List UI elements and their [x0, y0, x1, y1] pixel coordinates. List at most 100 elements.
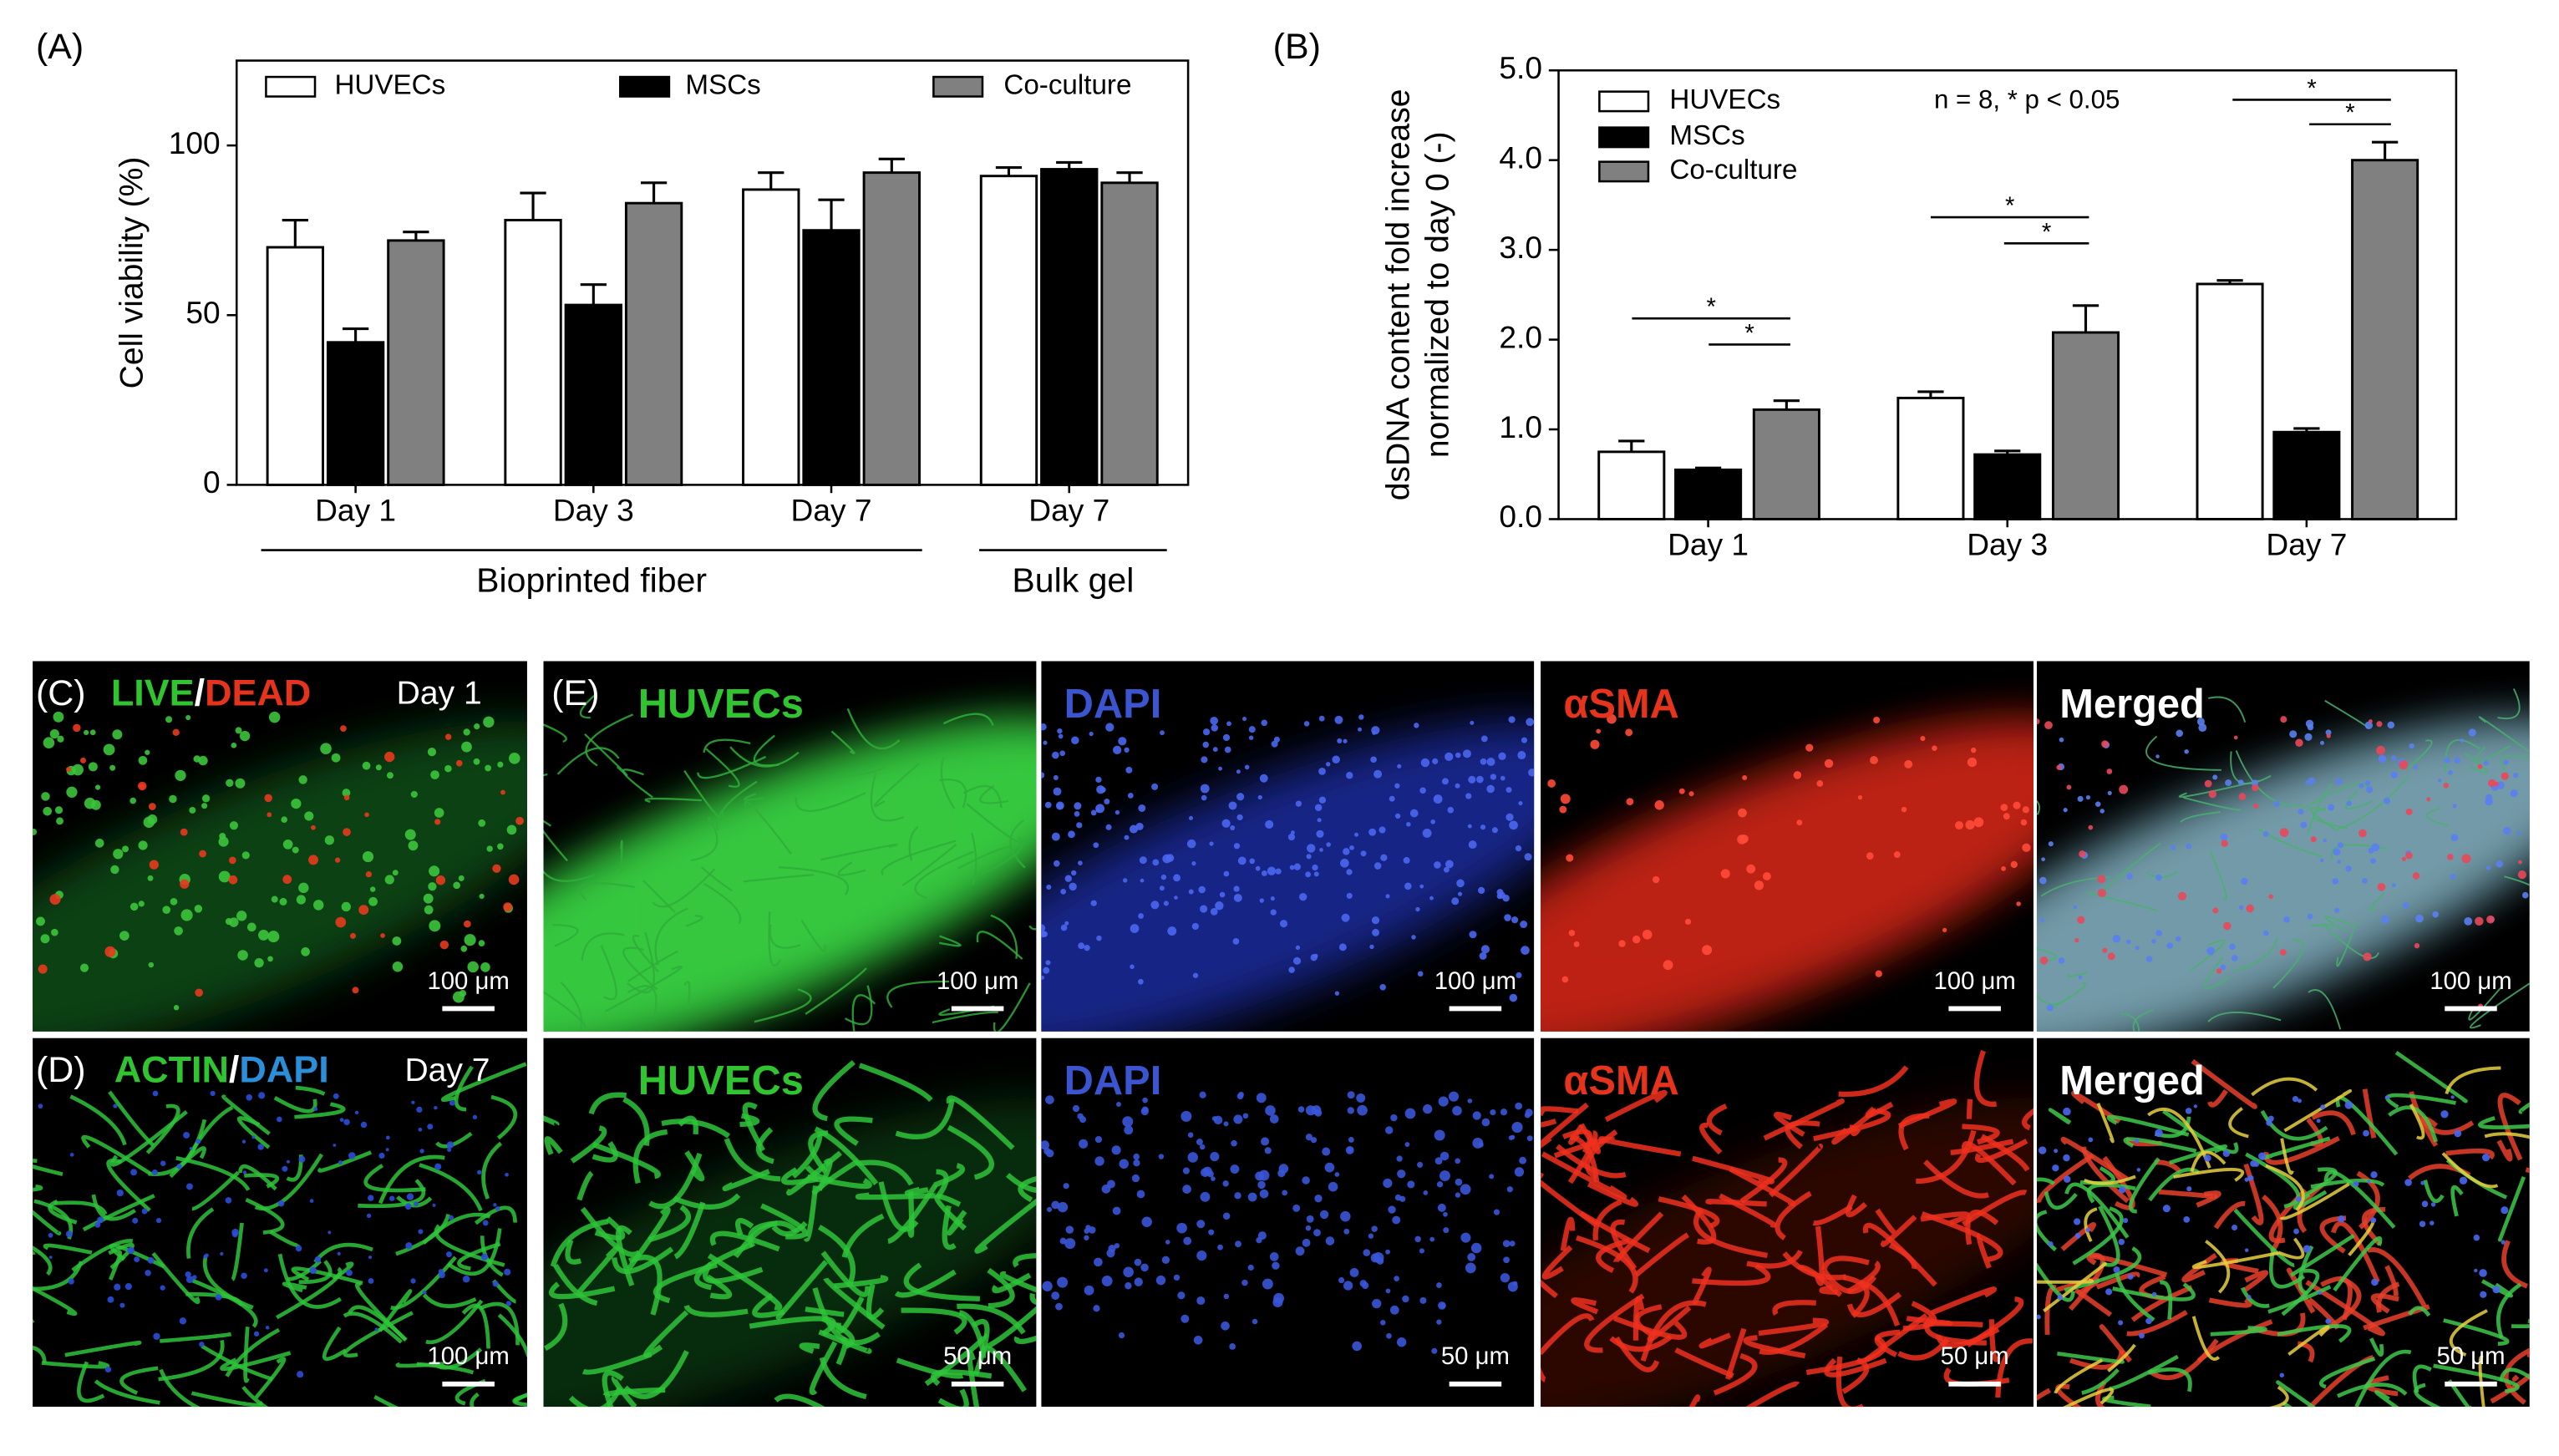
cell	[1971, 747, 1977, 753]
network-strand	[2501, 1240, 2529, 1289]
cell	[1310, 1137, 1318, 1144]
network-strand	[2128, 1157, 2160, 1214]
cell	[251, 1135, 256, 1139]
fiber-glow	[1041, 722, 1535, 1032]
network-strand	[2511, 1318, 2530, 1329]
cell	[2097, 889, 2106, 898]
cell	[1105, 824, 1112, 830]
cell	[1112, 745, 1122, 754]
network-strand	[77, 1361, 105, 1403]
cell	[1041, 975, 1045, 980]
scale-bar-label: 100 μm	[2430, 967, 2511, 995]
network-strand	[1640, 1300, 1707, 1362]
cell	[218, 870, 231, 883]
cell	[2208, 789, 2217, 799]
cell	[1465, 793, 1472, 799]
significance-star: *	[2345, 99, 2354, 127]
network-strand	[993, 982, 1031, 1032]
network-strand	[844, 985, 873, 1026]
network-strand	[550, 1219, 609, 1267]
cell	[1467, 1253, 1476, 1261]
cell	[1338, 1277, 1345, 1284]
cell	[1084, 944, 1090, 951]
cell	[478, 819, 486, 827]
cell	[1452, 1105, 1462, 1116]
micrograph	[1541, 1037, 2033, 1408]
cell	[170, 897, 178, 906]
cell	[1259, 1189, 1269, 1199]
network-strand	[1841, 1357, 1870, 1394]
cell	[1857, 794, 1863, 800]
network-strand	[2159, 1280, 2173, 1320]
network-strand	[652, 868, 716, 908]
network-strand	[2496, 1139, 2513, 1162]
network-strand	[2262, 1195, 2283, 1254]
cell	[447, 1147, 452, 1152]
error-bar	[282, 218, 308, 248]
network-strand	[2366, 1247, 2428, 1308]
cell	[2409, 743, 2415, 749]
cell	[2016, 901, 2021, 906]
cell	[1480, 945, 1490, 954]
cell	[1417, 971, 1424, 977]
cell	[1746, 864, 1756, 874]
cell	[48, 1256, 53, 1259]
cell	[1332, 755, 1340, 764]
network-strand	[245, 1198, 285, 1235]
cell	[134, 1256, 140, 1263]
cell	[1561, 976, 1569, 983]
cell	[253, 1331, 260, 1337]
cell	[2292, 1095, 2299, 1103]
cell	[1348, 1137, 1354, 1143]
cell	[2316, 1119, 2321, 1124]
annotation: n = 8, * p < 0.05	[1934, 85, 2120, 114]
cell	[192, 1275, 197, 1280]
cell	[2443, 783, 2449, 789]
network-strand	[1541, 1313, 1595, 1356]
network-strand	[355, 1281, 408, 1342]
cell	[2056, 764, 2062, 770]
cell	[2118, 1186, 2126, 1194]
network-strand	[33, 1318, 35, 1323]
bar	[624, 201, 683, 486]
cell	[1196, 1139, 1203, 1146]
cell	[1343, 1281, 1353, 1291]
network-strand	[2423, 1180, 2445, 1204]
cell	[2279, 949, 2287, 956]
network-strand	[295, 1085, 326, 1096]
cell	[508, 753, 520, 764]
cell	[2112, 934, 2121, 943]
cell	[1289, 865, 1295, 870]
cell	[49, 728, 59, 739]
cell	[2020, 819, 2028, 826]
network-strand	[729, 746, 800, 768]
cell	[1455, 752, 1461, 758]
cell	[1684, 918, 1692, 926]
cell	[2501, 1240, 2506, 1245]
cell	[1199, 1091, 1206, 1098]
network-strand	[191, 1278, 258, 1328]
cell	[1431, 1347, 1438, 1354]
network-strand	[1699, 1122, 1723, 1155]
cell	[172, 728, 180, 737]
cell	[2175, 936, 2181, 942]
network-strand	[549, 1281, 616, 1300]
cell	[1041, 924, 1046, 932]
network-strand	[715, 780, 758, 830]
y-tick-label: 0.0	[1499, 499, 1542, 534]
cell	[2390, 771, 2398, 779]
network-strand	[808, 1130, 829, 1174]
cell	[1368, 828, 1377, 836]
cell	[1480, 758, 1487, 765]
cell	[2384, 1095, 2389, 1100]
network-strand	[914, 850, 974, 900]
cell	[1394, 813, 1401, 819]
network-strand	[1013, 1335, 1037, 1345]
network-strand	[1553, 1137, 1606, 1159]
cell	[1368, 1233, 1374, 1239]
cell	[282, 840, 293, 850]
network-strand	[791, 1134, 823, 1179]
cell	[241, 1272, 247, 1280]
cell	[1511, 1121, 1523, 1134]
cell	[2304, 733, 2313, 741]
